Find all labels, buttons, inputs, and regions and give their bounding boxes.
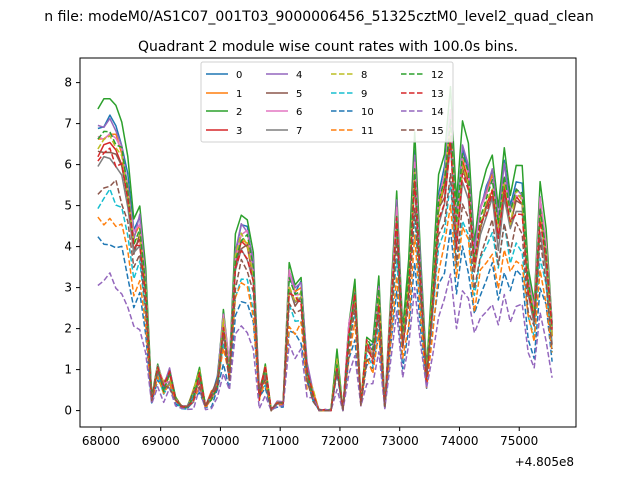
y-tick-label: 0 [64, 404, 72, 418]
y-axis: 0 1 2 3 4 5 6 7 8 [64, 76, 80, 418]
legend-label-4: 4 [296, 70, 302, 81]
legend-label-2: 2 [236, 107, 242, 118]
legend-label-13: 13 [431, 89, 444, 100]
legend-label-0: 0 [236, 70, 242, 81]
legend-label-1: 1 [236, 89, 242, 100]
legend-label-9: 9 [361, 89, 367, 100]
x-tick-label: 71000 [261, 434, 299, 448]
y-tick-label: 1 [64, 363, 72, 377]
legend-label-3: 3 [236, 126, 242, 137]
chart-title: Quadrant 2 module wise count rates with … [138, 39, 518, 55]
legend-label-14: 14 [431, 107, 444, 118]
x-tick-label: 69000 [142, 434, 180, 448]
legend-label-10: 10 [361, 107, 374, 118]
legend-label-12: 12 [431, 70, 444, 81]
x-tick-label: 70000 [201, 434, 239, 448]
x-tick-label: 68000 [82, 434, 120, 448]
x-tick-label: 72000 [321, 434, 359, 448]
x-tick-label: 73000 [381, 434, 419, 448]
plot-frame [79, 57, 577, 428]
legend-label-11: 11 [361, 126, 374, 137]
figure-suptitle: n file: modeM0/AS1C07_001T03_9000006456_… [44, 9, 593, 25]
x-tick-label: 75000 [500, 434, 538, 448]
x-tick-label: 74000 [440, 434, 478, 448]
series-layer [97, 85, 553, 412]
x-axis: 68000 69000 70000 71000 72000 73000 74000 75000 [82, 427, 538, 448]
legend-box [200, 61, 454, 143]
y-tick-label: 2 [64, 322, 72, 336]
legend-label-15: 15 [431, 126, 444, 137]
legend-label-8: 8 [361, 70, 367, 81]
y-tick-label: 3 [64, 281, 72, 295]
y-tick-label: 5 [64, 199, 72, 213]
y-tick-label: 6 [64, 158, 72, 172]
y-tick-label: 4 [64, 240, 72, 254]
series-line-15 [97, 173, 553, 412]
y-tick-label: 7 [64, 117, 72, 131]
legend-label-5: 5 [296, 89, 302, 100]
series-line-14 [97, 272, 553, 412]
legend-label-6: 6 [296, 107, 302, 118]
x-offset-label: +4.805e8 [515, 455, 574, 469]
y-tick-label: 8 [64, 76, 72, 90]
legend-label-7: 7 [296, 126, 302, 137]
